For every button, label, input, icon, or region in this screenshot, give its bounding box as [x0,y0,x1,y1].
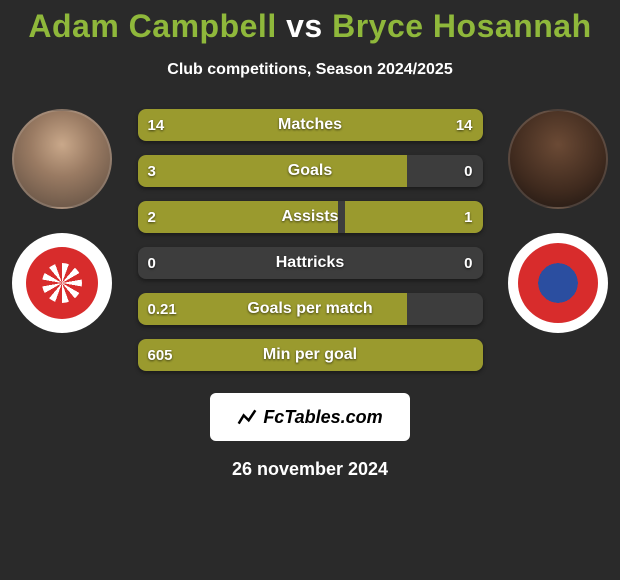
stat-label: Assists [138,201,483,233]
stat-bar: 1414Matches [138,109,483,141]
stat-bar: 21Assists [138,201,483,233]
player1-club-badge [12,233,112,333]
stat-bars: 1414Matches 30Goals 21Assists 00Hattricks 0.… [138,109,483,371]
brand-logo-icon [237,407,257,427]
title-vs: vs [286,8,323,44]
player2-avatar [508,109,608,209]
player2-club-badge [508,233,608,333]
brand-badge[interactable]: FcTables.com [210,393,410,441]
stat-label: Matches [138,109,483,141]
stat-bar: 00Hattricks [138,247,483,279]
title-player2: Bryce Hosannah [332,8,592,44]
brand-text: FcTables.com [263,407,382,428]
stat-label: Min per goal [138,339,483,371]
comparison-content: 1414Matches 30Goals 21Assists 00Hattricks 0.… [0,109,620,480]
subtitle: Club competitions, Season 2024/2025 [0,61,620,79]
stat-label: Goals [138,155,483,187]
title-player1: Adam Campbell [28,8,276,44]
stat-label: Goals per match [138,293,483,325]
stat-bar: 605Min per goal [138,339,483,371]
left-side [12,109,112,333]
stat-bar: 30Goals [138,155,483,187]
date: 26 november 2024 [10,459,610,480]
page-title: Adam Campbell vs Bryce Hosannah [0,0,620,45]
player1-avatar [12,109,112,209]
stat-bar: 0.21Goals per match [138,293,483,325]
right-side [508,109,608,333]
stat-label: Hattricks [138,247,483,279]
